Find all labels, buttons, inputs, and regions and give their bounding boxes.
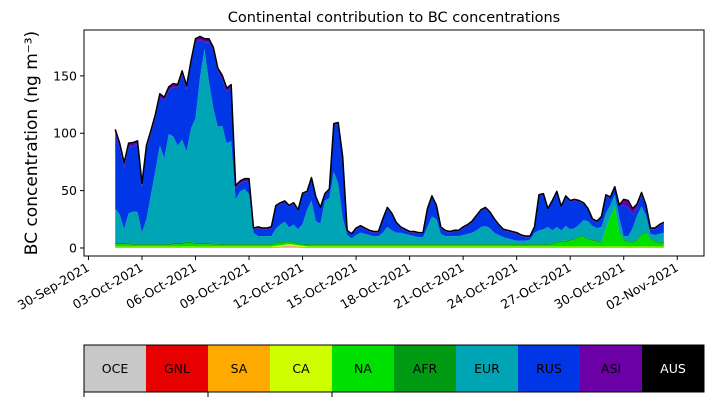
legend-label-rus: RUS bbox=[536, 361, 562, 376]
legend-swatch-gnl bbox=[146, 345, 209, 392]
legend-swatch-asi bbox=[580, 345, 643, 392]
area-oce bbox=[115, 246, 664, 248]
legend-swatch-afr bbox=[394, 345, 457, 392]
total-line-group bbox=[114, 35, 665, 237]
legend-label-aus: AUS bbox=[660, 361, 686, 376]
legend-label-sa: SA bbox=[231, 361, 248, 376]
legend-swatch-na bbox=[332, 345, 395, 392]
legend-label-eur: EUR bbox=[474, 361, 500, 376]
area-sa bbox=[115, 245, 664, 248]
legend-swatch-aus bbox=[642, 345, 705, 392]
legend-label-gnl: GNL bbox=[164, 361, 190, 376]
total-line bbox=[114, 35, 665, 237]
y-tick-label: 100 bbox=[53, 126, 77, 141]
legend-swatch-rus bbox=[518, 345, 581, 392]
area-ca bbox=[115, 243, 664, 248]
legend-label-afr: AFR bbox=[413, 361, 438, 376]
legend-label-ca: CA bbox=[292, 361, 310, 376]
y-axis-label: BC concentration (ng m⁻³) bbox=[22, 31, 42, 255]
y-tick-label: 0 bbox=[69, 240, 77, 255]
chart-title: Continental contribution to BC concentra… bbox=[228, 10, 560, 26]
legend-swatch-ca bbox=[270, 345, 333, 392]
legend-swatch-oce bbox=[84, 345, 147, 392]
legend-label-oce: OCE bbox=[102, 361, 129, 376]
area-eur bbox=[115, 49, 664, 245]
legend-colorbar: OCE GNL SA CA NA AFR EUR RUS ASI AUS bbox=[83, 344, 705, 397]
area-na bbox=[115, 207, 664, 247]
x-axis: 30-Sep-202103-Oct-202106-Oct-202109-Oct-… bbox=[15, 256, 681, 313]
legend-swatch-sa bbox=[208, 345, 271, 392]
area-layers bbox=[115, 36, 664, 248]
area-gnl bbox=[115, 246, 664, 248]
legend-swatch-eur bbox=[456, 345, 519, 392]
legend-frame bbox=[83, 344, 705, 393]
legend-label-asi: ASI bbox=[601, 361, 621, 376]
y-tick-label: 50 bbox=[61, 183, 77, 198]
y-tick-label: 150 bbox=[53, 68, 77, 83]
plot-frame bbox=[83, 29, 705, 257]
legend-label-na: NA bbox=[354, 361, 372, 376]
y-axis: 0 50 100 150 bbox=[53, 68, 84, 255]
